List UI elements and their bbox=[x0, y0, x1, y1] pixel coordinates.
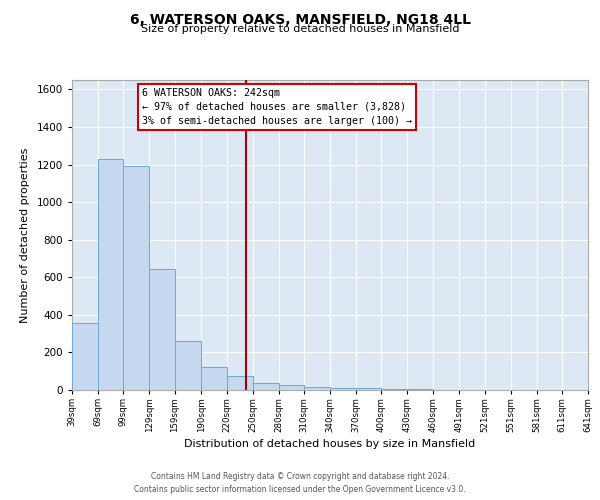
Bar bbox=[278, 386, 304, 390]
Bar bbox=[149, 269, 175, 390]
Bar bbox=[227, 376, 253, 390]
Bar bbox=[98, 158, 124, 390]
Bar bbox=[253, 383, 278, 390]
Bar bbox=[382, 389, 407, 390]
Y-axis label: Number of detached properties: Number of detached properties bbox=[20, 148, 30, 322]
Bar bbox=[124, 166, 149, 390]
Bar bbox=[175, 341, 202, 390]
Bar bbox=[304, 387, 330, 390]
Text: Contains HM Land Registry data © Crown copyright and database right 2024.
Contai: Contains HM Land Registry data © Crown c… bbox=[134, 472, 466, 494]
Text: 6, WATERSON OAKS, MANSFIELD, NG18 4LL: 6, WATERSON OAKS, MANSFIELD, NG18 4LL bbox=[130, 12, 470, 26]
Bar bbox=[356, 388, 382, 390]
Bar bbox=[72, 324, 98, 390]
X-axis label: Distribution of detached houses by size in Mansfield: Distribution of detached houses by size … bbox=[184, 439, 476, 449]
Text: 6 WATERSON OAKS: 242sqm
← 97% of detached houses are smaller (3,828)
3% of semi-: 6 WATERSON OAKS: 242sqm ← 97% of detache… bbox=[142, 88, 412, 126]
Bar bbox=[202, 368, 227, 390]
Text: Size of property relative to detached houses in Mansfield: Size of property relative to detached ho… bbox=[141, 24, 459, 34]
Bar bbox=[330, 388, 356, 390]
